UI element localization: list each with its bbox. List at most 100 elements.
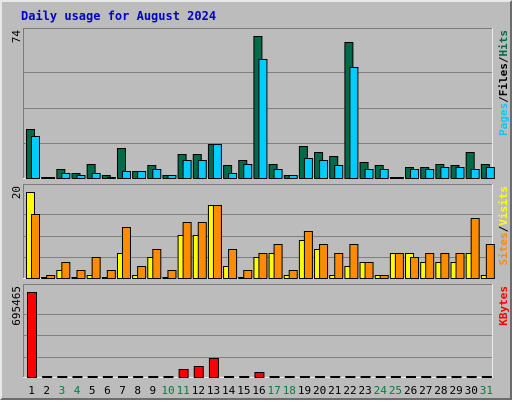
bar-hits-day-14 [223,165,233,179]
bar-kbytes-day-1 [27,292,37,378]
bar-sites-day-10 [167,270,177,279]
bar-pages-day-16 [258,59,268,179]
bar-sites-day-3 [61,262,71,279]
bar-kbytes-day-7 [117,376,128,378]
bar-pages-day-12 [197,160,207,179]
x-tick-label: 21 [328,384,341,397]
bar-hits-day-30 [465,152,475,179]
x-tick-label: 10 [161,384,174,397]
plot-area [23,284,493,378]
bar-sites-day-9 [152,249,162,279]
bar-kbytes-day-24 [375,376,386,378]
bar-pages-day-20 [319,160,329,179]
bar-kbytes-day-14 [224,376,235,378]
x-tick-label: 14 [222,384,236,397]
x-tick-label: 16 [252,384,265,397]
bar-kbytes-day-15 [239,376,250,378]
x-tick-label: 6 [104,384,111,397]
bar-pages-day-23 [364,169,374,179]
series-label-part: / [497,96,510,103]
bar-pages-day-29 [455,167,465,179]
panel-kbytes: 695465 KBytes [10,284,510,378]
bar-kbytes-day-13 [208,358,219,378]
bar-kbytes-day-12 [193,366,204,378]
y-max-label: 695465 [10,286,23,326]
bar-sites-day-7 [121,227,131,279]
series-label: Sites/Visits [497,186,510,266]
x-tick-label: 30 [465,384,478,397]
bar-sites-day-6 [106,270,116,279]
x-tick-label: 15 [237,384,250,397]
series-label-part: / [497,56,510,63]
x-tick-label: 2 [43,384,50,397]
series-label: Pages/Files/Hits [497,30,510,136]
series-label-part: / [497,225,510,232]
bar-sites-day-24 [379,275,389,279]
bar-kbytes-day-10 [163,376,174,378]
x-tick-label: 23 [359,384,372,397]
x-tick-label: 28 [434,384,447,397]
bar-pages-day-3 [61,173,71,179]
bar-pages-day-8 [137,171,147,179]
bar-kbytes-day-28 [436,376,447,378]
bar-sites-day-28 [440,253,450,279]
x-tick-label: 31 [480,384,493,397]
bar-kbytes-day-3 [57,376,68,378]
x-tick-label: 20 [313,384,326,397]
bar-pages-day-19 [303,158,313,179]
bar-sites-day-12 [197,222,207,279]
bar-sites-day-18 [288,270,298,279]
bar-pages-day-25 [394,177,404,179]
bar-hits-day-5 [86,164,96,179]
bar-kbytes-day-19 [299,376,310,378]
x-tick-label: 12 [192,384,205,397]
bar-sites-day-17 [273,244,283,279]
bar-sites-day-29 [455,253,465,279]
bar-pages-day-17 [273,169,283,179]
bar-kbytes-day-4 [72,376,83,378]
bar-pages-day-14 [228,173,238,179]
bar-sites-day-27 [425,253,435,279]
bar-kbytes-day-6 [102,376,113,378]
bar-pages-day-6 [106,177,116,179]
bar-pages-day-26 [410,169,420,179]
bar-kbytes-day-8 [133,376,144,378]
bar-pages-day-30 [470,169,480,179]
bar-sites-day-15 [243,270,253,279]
bar-sites-day-13 [212,205,222,279]
x-tick-label: 3 [59,384,66,397]
x-tick-label: 5 [89,384,96,397]
bar-pages-day-27 [425,169,435,179]
x-tick-label: 25 [389,384,402,397]
bar-sites-day-8 [137,266,147,279]
series-label-part: Sites [497,232,510,265]
bar-pages-day-21 [334,165,344,179]
bar-kbytes-day-5 [87,376,98,378]
bar-pages-day-13 [212,144,222,179]
bar-kbytes-day-2 [42,376,53,378]
bar-pages-day-7 [121,171,131,179]
bar-kbytes-day-30 [466,376,477,378]
x-tick-label: 17 [268,384,281,397]
x-tick-label: 29 [449,384,462,397]
bar-pages-day-10 [167,175,177,179]
bar-kbytes-day-21 [330,376,341,378]
bar-pages-day-24 [379,169,389,179]
x-tick-label: 19 [298,384,311,397]
series-label-part: Visits [497,186,510,226]
bar-sites-day-5 [91,257,101,279]
bar-kbytes-day-16 [254,372,265,378]
x-tick-label: 9 [150,384,157,397]
bar-sites-day-14 [228,249,238,279]
bar-sites-day-4 [76,270,86,279]
bar-kbytes-day-23 [360,376,371,378]
bar-pages-day-4 [76,175,86,179]
bar-pages-day-28 [440,167,450,179]
bar-pages-day-15 [243,164,253,179]
bar-pages-day-2 [46,177,56,179]
bar-sites-day-26 [410,257,420,279]
bar-sites-day-23 [364,262,374,279]
bar-sites-day-22 [349,244,359,279]
